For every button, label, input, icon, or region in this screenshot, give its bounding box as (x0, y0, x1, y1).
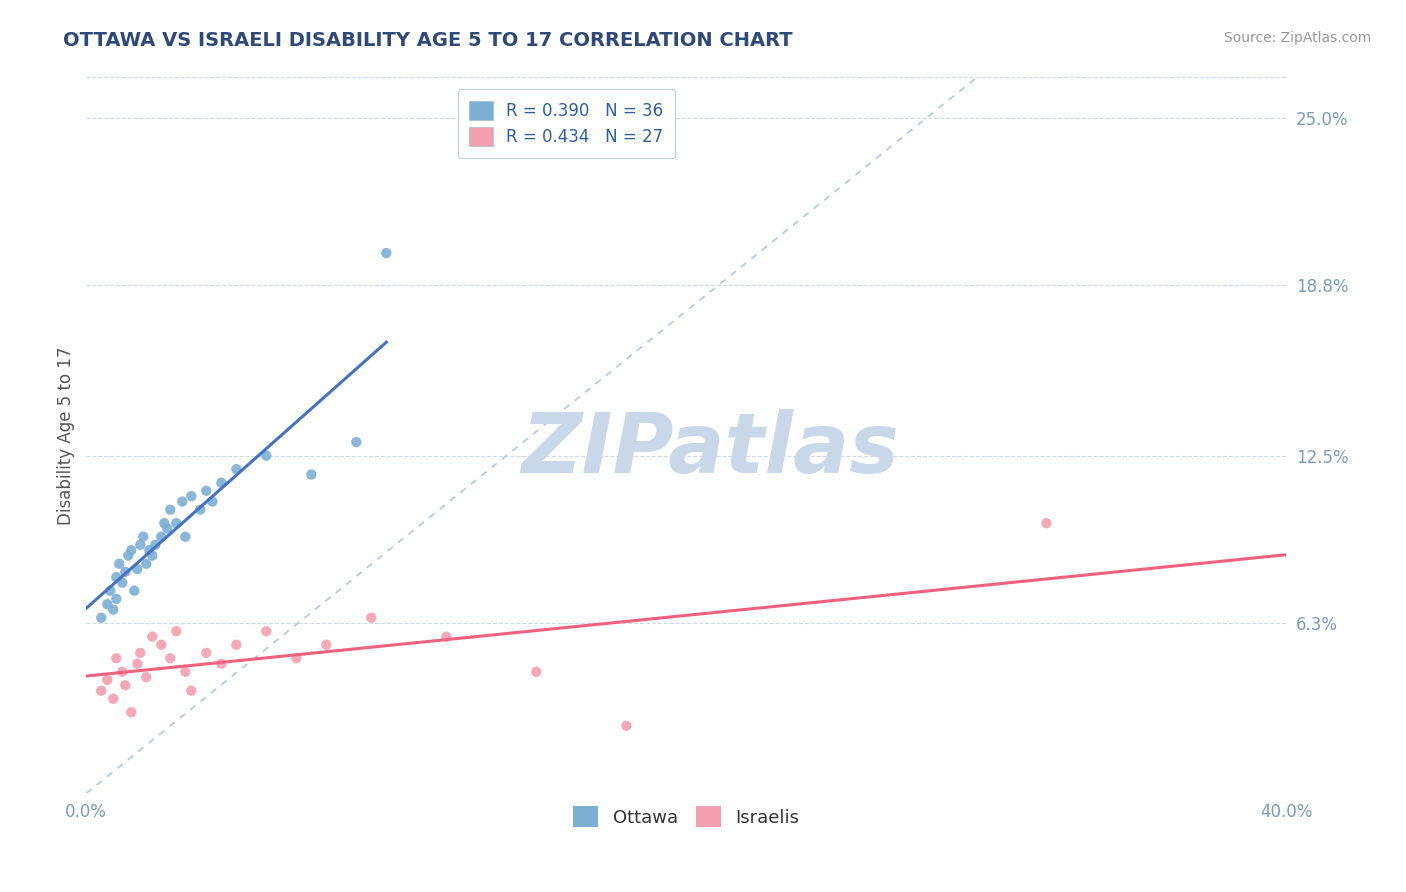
Point (159, 651, 181, 665)
Point (135, 557, 157, 571)
Point (129, 538, 152, 552)
Text: Source: ZipAtlas.com: Source: ZipAtlas.com (1223, 31, 1371, 45)
Point (254, 624, 277, 639)
Point (129, 646, 152, 660)
Point (98, 583, 121, 598)
Point (165, 624, 187, 639)
Point (209, 657, 232, 671)
Text: OTTAWA VS ISRAELI DISABILITY AGE 5 TO 17 CORRELATION CHART: OTTAWA VS ISRAELI DISABILITY AGE 5 TO 17… (63, 31, 793, 50)
Point (90, 683, 112, 698)
Y-axis label: Disability Age 5 to 17: Disability Age 5 to 17 (58, 346, 75, 524)
Point (195, 483, 218, 498)
Point (127, 657, 149, 671)
Point (96, 673, 118, 687)
Point (344, 435, 367, 450)
Point (127, 562, 149, 576)
Legend: Ottawa, Israelis: Ottawa, Israelis (565, 799, 807, 834)
Point (188, 502, 211, 516)
Point (434, 630, 457, 644)
Point (225, 462, 247, 476)
Point (105, 651, 128, 665)
Point (201, 494, 224, 508)
Point (141, 549, 163, 563)
Point (172, 494, 194, 508)
Point (124, 583, 146, 598)
Point (174, 530, 197, 544)
Point (315, 638, 337, 652)
Point (96, 597, 118, 611)
Point (150, 530, 173, 544)
Point (524, 665, 547, 679)
Point (165, 516, 187, 531)
Point (114, 565, 136, 579)
Point (159, 502, 181, 516)
Point (108, 557, 131, 571)
Point (105, 570, 128, 584)
Point (111, 665, 134, 679)
Point (254, 449, 277, 463)
Point (132, 530, 155, 544)
Point (299, 467, 322, 482)
Point (180, 683, 202, 698)
Point (174, 665, 197, 679)
Point (114, 678, 136, 692)
Point (195, 646, 218, 660)
Point (285, 651, 308, 665)
Point (225, 638, 247, 652)
Point (138, 543, 160, 558)
Point (360, 611, 382, 625)
Point (111, 575, 134, 590)
Point (153, 516, 176, 531)
Point (1035, 516, 1057, 531)
Point (135, 670, 157, 684)
Point (117, 549, 139, 563)
Text: ZIPatlas: ZIPatlas (522, 409, 900, 491)
Point (103, 602, 125, 616)
Point (143, 538, 166, 552)
Point (141, 630, 163, 644)
Point (105, 591, 128, 606)
Point (120, 706, 142, 720)
Point (90, 611, 112, 625)
Point (156, 522, 179, 536)
Point (375, 246, 398, 260)
Point (614, 719, 637, 733)
Point (180, 489, 202, 503)
Point (120, 543, 142, 558)
Point (150, 638, 173, 652)
Point (103, 691, 125, 706)
Point (209, 475, 232, 490)
